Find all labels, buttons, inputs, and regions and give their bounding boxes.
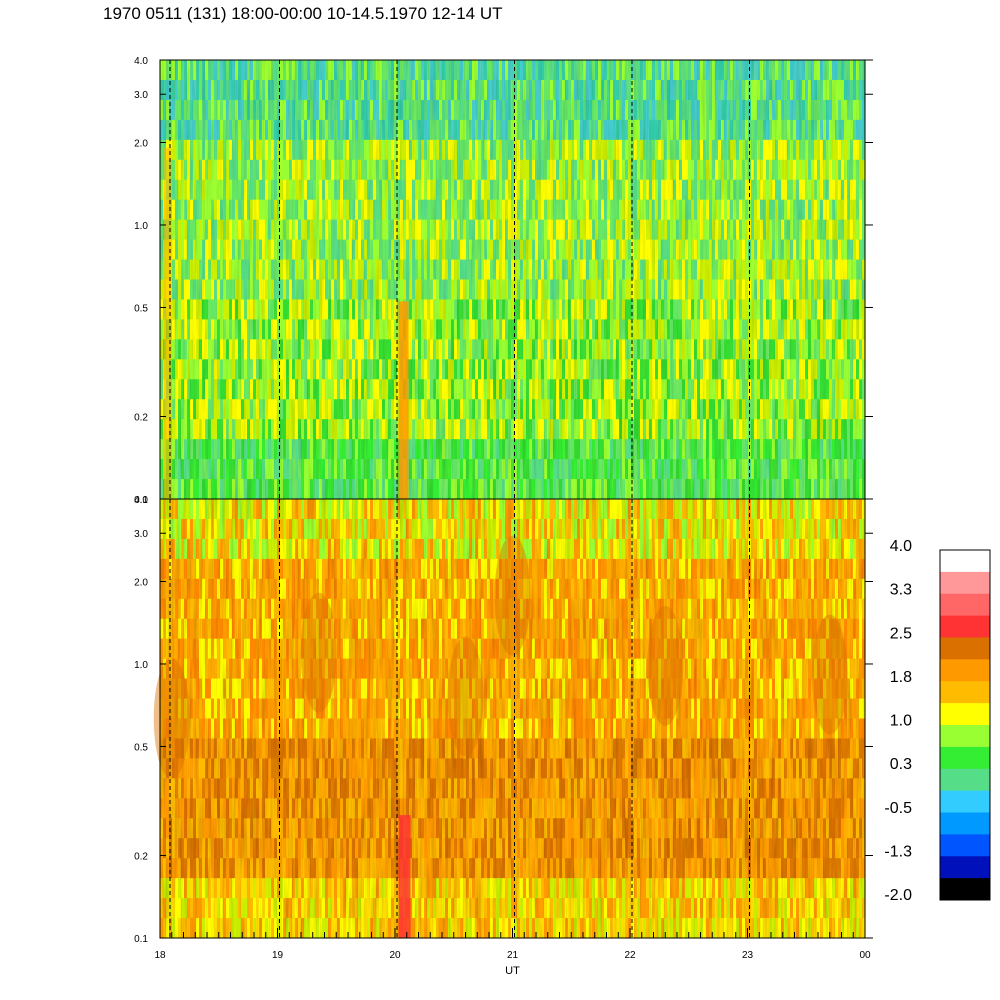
colorbar-swatch (940, 615, 990, 638)
colorbar-swatch (940, 812, 990, 835)
y-tick-label: 4.0 (134, 495, 148, 506)
y-tick-label: 0.1 (134, 934, 148, 945)
colorbar-label: -1.3 (884, 843, 912, 860)
y-tick-label: 0.2 (134, 413, 148, 424)
colorbar-swatch (940, 659, 990, 682)
colorbar-swatch (940, 725, 990, 748)
colorbar-swatch (940, 878, 990, 901)
x-tick-label: 23 (742, 950, 754, 961)
colorbar-swatch (940, 746, 990, 770)
colorbar-label: 4.0 (890, 538, 912, 555)
colorbar-swatch (940, 593, 990, 617)
colorbar-label: -0.5 (884, 800, 912, 817)
y-tick-label: 0.2 (134, 852, 148, 863)
y-tick-label: 2.0 (134, 577, 148, 588)
colorbar-label: 3.3 (890, 582, 912, 599)
colorbar: 4.0 3.3 2.5 1.8 1.0 0.3 -0.5 -1.3 -2.0 (884, 538, 991, 904)
y-tick-label: 2.0 (134, 138, 148, 149)
y-tick-label: 1.0 (134, 221, 148, 232)
x-tick-label: 21 (507, 950, 519, 961)
colorbar-swatch (940, 550, 990, 573)
colorbar-swatch (940, 790, 990, 813)
x-axis-label: UT (505, 965, 520, 977)
colorbar-label: 1.0 (890, 713, 912, 730)
colorbar-label: 0.3 (890, 756, 912, 773)
x-tick-label: 00 (859, 950, 871, 961)
x-tick-label: 18 (154, 950, 166, 961)
page-title: 1970 0511 (131) 18:00-00:00 10-14.5.1970… (103, 4, 503, 23)
upper-spectrogram-panel (160, 60, 865, 500)
y-tick-label: 0.1 (134, 495, 148, 506)
x-tick-label: 20 (389, 950, 401, 961)
axes-layer: 0.10.20.51.02.03.04.00.10.20.51.02.03.04… (134, 56, 873, 977)
colorbar-swatch (940, 681, 990, 704)
colorbar-swatch (940, 768, 990, 792)
colorbar-swatch (940, 637, 990, 660)
colorbar-label: 1.8 (890, 669, 912, 686)
y-tick-label: 0.5 (134, 742, 148, 753)
y-tick-label: 1.0 (134, 660, 148, 671)
y-tick-label: 4.0 (134, 56, 148, 67)
lower-spectrogram-panel (153, 499, 865, 939)
x-tick-label: 22 (624, 950, 636, 961)
y-tick-label: 3.0 (134, 90, 148, 101)
colorbar-swatch (940, 571, 990, 595)
colorbar-label: 2.5 (890, 625, 912, 642)
colorbar-swatch (940, 856, 990, 879)
colorbar-label: -2.0 (884, 887, 912, 904)
colorbar-frame (939, 549, 991, 901)
y-tick-label: 3.0 (134, 529, 148, 540)
x-tick-label: 19 (272, 950, 284, 961)
y-tick-label: 0.5 (134, 303, 148, 314)
colorbar-swatch (940, 703, 990, 726)
colorbar-swatch (940, 834, 990, 857)
